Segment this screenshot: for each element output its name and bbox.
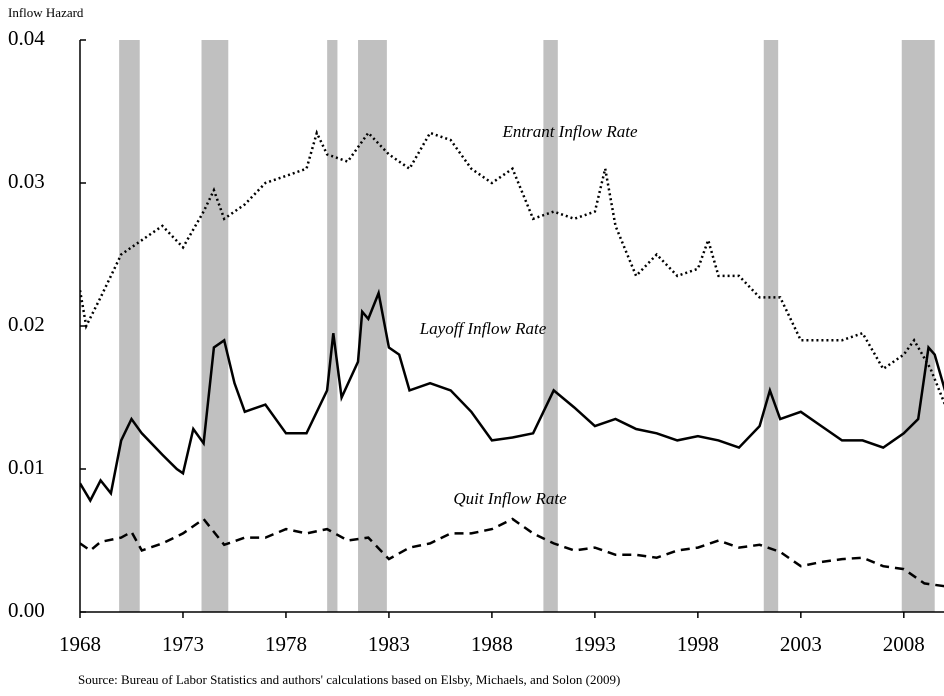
series-line <box>80 129 944 406</box>
recession-band <box>901 40 935 612</box>
series-line <box>80 288 944 504</box>
y-tick-label: 0.02 <box>8 312 45 336</box>
series-label: Quit Inflow Rate <box>453 489 567 508</box>
recession-bands <box>119 40 935 612</box>
x-tick-label: 1988 <box>471 632 513 656</box>
series-label: Entrant Inflow Rate <box>501 122 638 141</box>
x-tick-label: 2003 <box>780 632 822 656</box>
x-tick-label: 1978 <box>265 632 307 656</box>
x-tick-label: 1993 <box>574 632 616 656</box>
y-axis-label: Inflow Hazard <box>8 5 84 20</box>
lines <box>80 129 944 588</box>
recession-band <box>201 40 229 612</box>
recession-band <box>543 40 558 612</box>
x-tick-label: 1998 <box>677 632 719 656</box>
y-tick-label: 0.03 <box>8 169 45 193</box>
recession-band <box>119 40 140 612</box>
source-note: Source: Bureau of Labor Statistics and a… <box>78 672 620 687</box>
x-tick-label: 1983 <box>368 632 410 656</box>
series-label: Layoff Inflow Rate <box>419 319 547 338</box>
recession-band <box>358 40 387 612</box>
x-tick-label: 1973 <box>162 632 204 656</box>
y-tick-label: 0.04 <box>8 26 45 50</box>
y-tick-label: 0.01 <box>8 455 45 479</box>
x-tick-label: 2008 <box>883 632 925 656</box>
recession-band <box>763 40 779 612</box>
series-line <box>80 517 944 588</box>
recession-band <box>327 40 338 612</box>
y-tick-label: 0.00 <box>8 598 45 622</box>
x-tick-label: 1968 <box>59 632 101 656</box>
